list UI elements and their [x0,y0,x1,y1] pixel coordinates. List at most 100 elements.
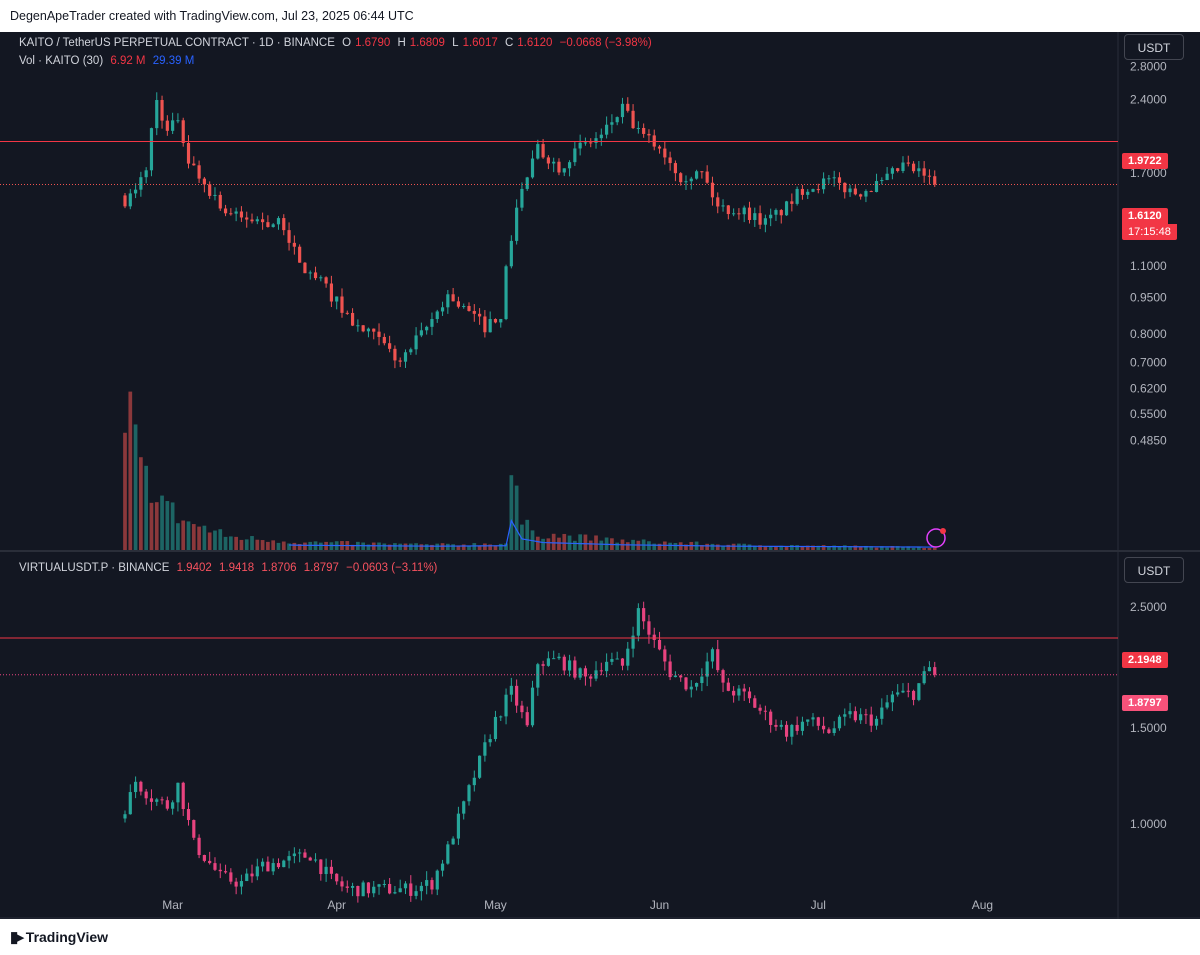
candle-body [398,360,402,362]
volume-bar [821,545,826,550]
candle-body [541,144,545,158]
volume-bar [557,537,561,550]
candle-body [605,661,609,672]
top-pane-series [123,92,937,369]
candle-body [763,710,767,712]
candle-body [388,343,392,349]
candle-body [409,883,413,896]
candle-body [192,163,196,166]
volume-bar [281,541,286,550]
currency-button-bottom[interactable]: USDT [1124,557,1184,583]
candle-body [853,711,857,721]
candle-body [710,182,715,198]
candle-body [541,664,545,666]
candle-body [636,608,640,636]
candle-body [525,712,529,726]
candle-body [837,716,842,729]
candle-body [388,883,392,894]
bottom-pane-y-tick-label: 1.0000 [1130,817,1167,831]
candle-body [784,201,789,216]
volume-bar [842,545,847,550]
candle-body [472,777,476,786]
candle-body [149,128,154,171]
candle-body [435,311,439,320]
volume-bar [895,546,900,550]
candle-body [885,173,889,181]
candle-body [171,120,175,131]
tradingview-logo[interactable]: ▮▸ TradingView [10,928,108,946]
candle-body [308,272,312,274]
candle-body [239,881,244,887]
candle-body [255,219,259,222]
candle-body [223,871,228,873]
candle-body [350,885,355,888]
candle-body [917,168,921,172]
volume-bar [917,547,921,550]
candle-body [144,791,148,799]
volume-bar [398,543,403,550]
volume-bar [747,544,752,550]
candle-body [340,296,344,313]
volume-bar [927,548,932,550]
brand-text: TradingView [25,929,109,945]
candle-body [753,213,757,220]
currency-button-top[interactable]: USDT [1124,34,1184,60]
volume-bar [832,545,837,550]
volume-bar [784,546,789,550]
candle-body [599,670,603,672]
candle-body [822,178,826,190]
vol-label: Vol · KAITO (30) [19,55,104,67]
candle-body [319,859,323,875]
chart-svg[interactable]: 2.80002.40001.70001.30001.10000.95000.80… [0,32,1200,919]
top-symbol: KAITO / TetherUS PERPETUAL CONTRACT · 1D… [19,37,335,49]
candle-body [901,690,905,693]
candle-body [573,148,577,163]
candle-body [478,755,482,778]
resistance-badge-top: 1.9722 [1122,153,1168,169]
top-pane-y-tick-label: 2.4000 [1130,93,1167,107]
volume-bar [435,543,440,550]
candle-body [716,197,720,207]
bottom-c-value: 1.8797 [303,562,339,574]
volume-bar [461,544,466,550]
candle-body [208,860,212,864]
volume-bar [763,546,768,550]
volume-bar [520,524,524,550]
chart-area[interactable]: 2.80002.40001.70001.30001.10000.95000.80… [0,32,1200,919]
candle-body [483,742,487,756]
candle-body [594,670,598,679]
volume-bar [768,546,773,550]
volume-bar [874,547,879,550]
candle-body [589,676,593,679]
candle-body [456,301,461,307]
volume-bar [493,545,498,550]
attribution: DegenApeTrader created with TradingView.… [0,0,1200,32]
volume-bar [932,547,937,550]
change-value: −0.0668 (−3.98%) [559,37,652,49]
bottom-pane-y-tick-label: 1.5000 [1130,721,1167,735]
volume-bar [350,544,355,550]
volume-bar [509,475,514,550]
candle-body [890,694,894,703]
candle-body [732,213,736,215]
volume-bar [144,465,149,550]
volume-bar [758,545,762,550]
x-tick-label: Jul [811,898,826,912]
l-label: L [452,37,459,49]
candle-body [663,148,667,158]
candle-body [128,193,132,207]
candle-body [440,863,445,871]
candle-body [430,319,434,327]
candle-body [356,325,360,327]
candle-body [419,330,423,336]
volume-bar [430,544,434,550]
candle-body [737,688,741,696]
volume-bar [160,495,164,550]
volume-bar [149,502,154,550]
volume-bar [535,536,540,550]
candle-body [552,658,556,660]
candle-body [694,683,699,687]
candle-body [499,716,503,718]
candle-body [155,799,159,802]
volume-bar [170,502,175,550]
